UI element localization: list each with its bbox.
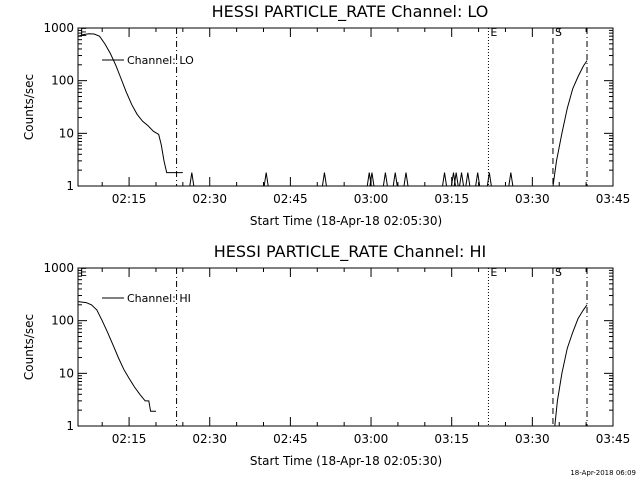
x-tick-label: 03:15 xyxy=(434,192,469,206)
plot-frame xyxy=(77,27,614,187)
legend: Channel: LO xyxy=(102,54,194,67)
y-tick-group: 1 10 100 1000 xyxy=(43,261,613,433)
chart-title: HESSI PARTICLE_RATE Channel: HI xyxy=(214,242,487,262)
series-group xyxy=(77,33,588,187)
x-tick-label: 03:15 xyxy=(434,432,469,446)
chart-panel-hi: HESSI PARTICLE_RATE Channel: HI 1 10 100 10… xyxy=(22,242,630,468)
series-spike xyxy=(442,172,448,187)
series-spike xyxy=(382,172,388,187)
y-tick-label: 1000 xyxy=(43,261,74,275)
series-line xyxy=(77,33,183,174)
series-line xyxy=(77,301,156,412)
series-spike xyxy=(369,172,375,187)
x-tick-label: 02:15 xyxy=(112,432,147,446)
y-tick-label: 1000 xyxy=(43,21,74,35)
legend-label: Channel: HI xyxy=(127,292,191,305)
chart-title: HESSI PARTICLE_RATE Channel: LO xyxy=(212,2,489,22)
y-tick-label: 1 xyxy=(66,179,74,193)
x-axis-label: Start Time (18-Apr-18 02:05:30) xyxy=(250,214,442,228)
y-tick-label: 10 xyxy=(59,126,74,140)
y-tick-label: 1 xyxy=(66,419,74,433)
y-tick-group: 1 10 100 1000 xyxy=(43,21,613,193)
y-tick-label: 10 xyxy=(59,366,74,380)
y-tick-label: 100 xyxy=(51,314,74,328)
legend-label: Channel: LO xyxy=(127,54,194,67)
x-axis-label: Start Time (18-Apr-18 02:05:30) xyxy=(250,454,442,468)
series-spike xyxy=(465,172,471,187)
series-spike xyxy=(475,172,481,187)
series-group xyxy=(77,301,588,427)
series-spike xyxy=(486,172,492,187)
x-tick-group: 02:15 02:30 02:45 03:00 03:15 03:30 03:45 xyxy=(101,28,631,206)
legend: Channel: HI xyxy=(102,292,191,305)
x-tick-label: 03:45 xyxy=(596,192,631,206)
event-marker-label: S xyxy=(555,26,562,39)
y-tick-label: 100 xyxy=(51,74,74,88)
event-marker-label: E xyxy=(80,266,87,279)
x-tick-label: 02:30 xyxy=(192,192,227,206)
series-line xyxy=(554,304,588,427)
x-tick-label: 03:00 xyxy=(354,432,389,446)
series-spike xyxy=(403,172,409,187)
series-spike xyxy=(263,172,269,187)
event-marker-label: S xyxy=(555,266,562,279)
event-marker-label: E xyxy=(80,26,87,39)
x-tick-group: 02:15 02:30 02:45 03:00 03:15 03:30 03:45 xyxy=(101,268,631,446)
series-spike xyxy=(321,172,327,187)
series-line xyxy=(552,60,588,187)
x-tick-label: 02:30 xyxy=(192,432,227,446)
event-marker-label: E xyxy=(490,266,497,279)
x-tick-label: 03:00 xyxy=(354,192,389,206)
y-axis-label: Counts/sec xyxy=(22,74,36,140)
x-tick-label: 03:30 xyxy=(515,432,550,446)
y-axis-label: Counts/sec xyxy=(22,314,36,380)
x-tick-label: 02:15 xyxy=(112,192,147,206)
chart-panel-lo: HESSI PARTICLE_RATE Channel: LO 1 10 100 10… xyxy=(22,2,630,228)
x-tick-label: 02:45 xyxy=(273,192,308,206)
series-spike xyxy=(189,172,195,187)
event-marker-label: E xyxy=(490,26,497,39)
series-spike xyxy=(459,172,465,187)
series-spike xyxy=(392,172,398,187)
series-spike xyxy=(508,172,514,187)
series-spike xyxy=(453,172,459,187)
x-tick-label: 03:30 xyxy=(515,192,550,206)
x-tick-label: 02:45 xyxy=(273,432,308,446)
footer-timestamp: 18-Apr-2018 06:09 xyxy=(570,469,636,477)
x-tick-label: 03:45 xyxy=(596,432,631,446)
